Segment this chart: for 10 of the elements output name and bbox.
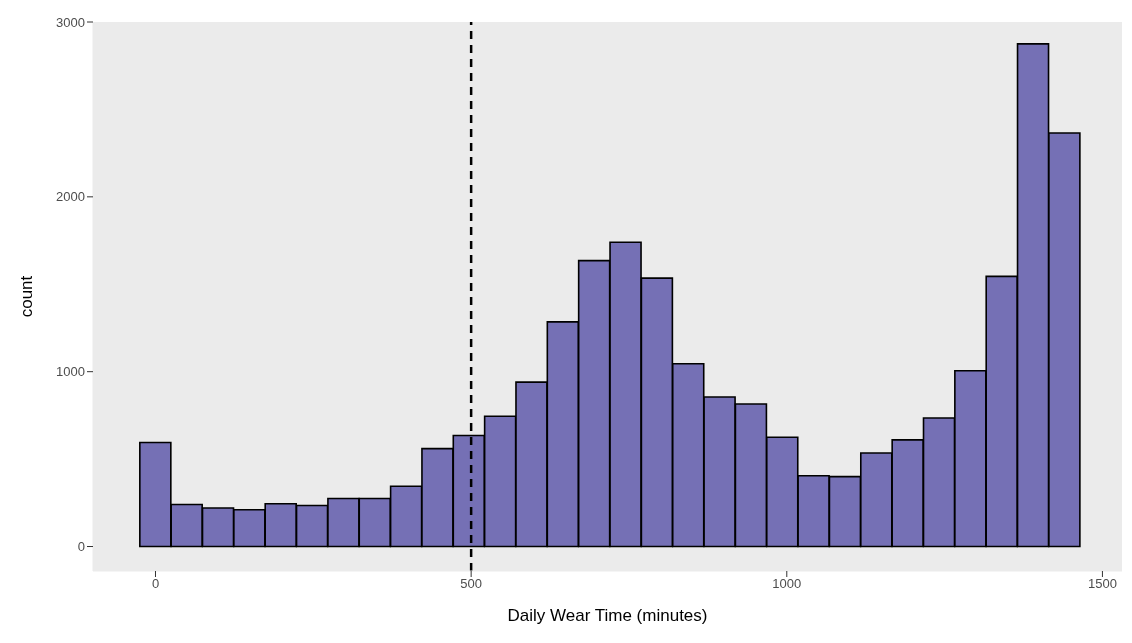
x-tick-label: 1500 [1087, 576, 1117, 592]
y-tick-label: 3000 [56, 14, 85, 30]
y-tick-label: 2000 [56, 189, 85, 205]
x-tick-label: 0 [151, 576, 160, 592]
y-tick-label: 0 [77, 539, 85, 555]
x-tick-label: 1000 [772, 576, 802, 592]
x-axis-title: Daily Wear Time (minutes) [507, 606, 708, 625]
x-tick-label: 500 [460, 576, 482, 592]
y-axis-title: count [17, 275, 37, 318]
y-tick-label: 1000 [56, 364, 85, 380]
